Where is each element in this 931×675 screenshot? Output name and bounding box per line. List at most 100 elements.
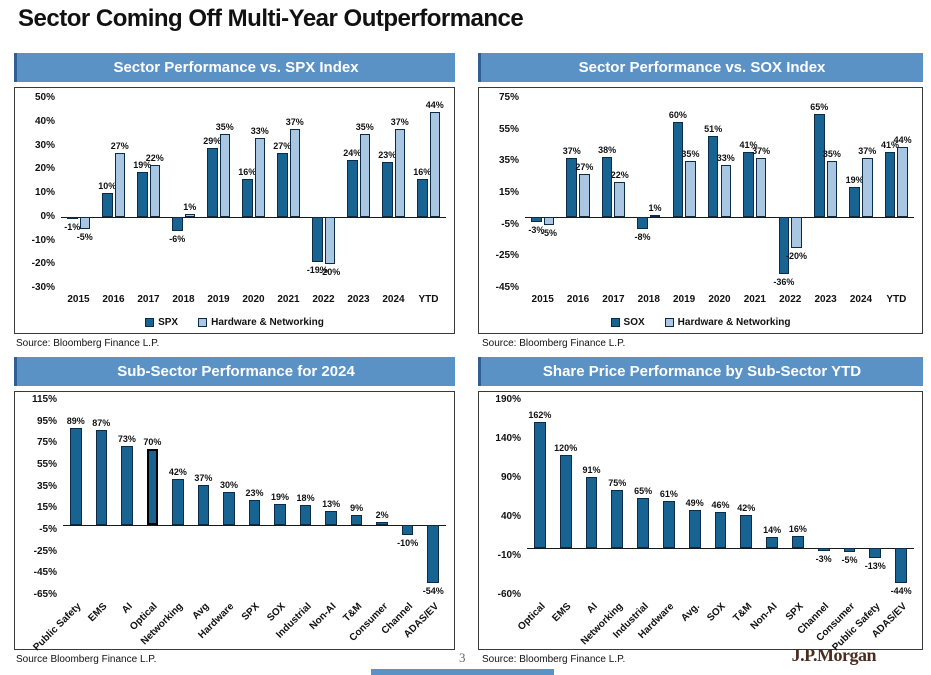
bar-value-label: 1% [648,203,662,214]
bar-value-label: 16% [238,166,257,177]
x-category-label: YTD [418,294,439,305]
bar-Hardware & Networking-2019 [685,161,696,217]
y-axis-tick-label: -10% [31,234,55,246]
bar-Channel [401,524,414,536]
bar-value-label: 44% [893,135,912,146]
x-category-label: 2020 [708,294,731,305]
bar-value-label: 27% [110,140,129,151]
bar-Channel [817,548,830,551]
y-axis-tick-label: -25% [495,250,519,262]
y-axis-tick-label: -60% [497,589,521,600]
chart-sox-source: Source: Bloomberg Finance L.P. [482,338,626,349]
bar-SOX-2017 [601,156,613,217]
bar-value-label: -20% [786,251,808,262]
bar-value-label: 9% [350,502,364,513]
bar-AI [585,477,598,549]
bar-value-label: 13% [322,498,341,509]
bar-value-label: 35% [822,149,841,160]
bar-Public Safety [869,548,882,559]
legend-swatch-icon [610,318,620,327]
bar-value-label: 51% [704,124,723,134]
x-category-label: 2015 [67,294,90,305]
bar-Hardware [663,500,675,549]
bar-value-label: 61% [659,488,678,499]
chart-spx-box: 50% 40% 30% 20% 10% 0% -10% -20% -30% -1% -5% 2015 1… [14,87,455,334]
x-category-label: 2022 [779,294,802,305]
bar-value-label: 24% [343,147,362,158]
bar-value-label: -6% [169,234,186,244]
page-title: Sector Coming Off Multi-Year Outperforma… [18,5,524,32]
bar-value-label: 87% [92,418,111,429]
bar-T&M [350,514,363,525]
y-axis-tick-label: 55% [36,459,57,470]
page-number: 3 [459,650,466,665]
bar-value-label: 19% [845,174,864,185]
chart-spx-source: Source: Bloomberg Finance L.P. [16,338,160,349]
bar-SOX-2015 [531,216,542,222]
bar-value-label: -36% [773,276,795,287]
y-axis-tick-label: 75% [498,92,519,103]
bar-value-label: 35% [215,121,234,132]
bar-SPX-2021 [277,152,288,217]
bar-Hardware & Networking-YTD [429,112,440,217]
y-axis-tick-label: 35% [498,155,519,167]
y-axis-tick-label: 40% [34,115,55,127]
bar-Optical [534,421,546,549]
bar-Non-AI [766,537,778,549]
bar-SPX-2015 [67,216,78,220]
y-axis-tick-label: 95% [36,415,57,427]
bar-SOX-YTD [884,151,896,217]
bar-SPX-2019 [207,147,218,217]
bar-value-label: 18% [296,493,315,504]
chart-subsector-2024-box: 115% 95% 75% 55% 35% 15% -5% -25% -45% -65% 89% Pub… [14,391,455,653]
bar-Hardware & Networking-2022 [791,216,802,249]
bar-value-label: -3% [815,553,832,564]
bar-Hardware & Networking-2023 [359,133,370,217]
chart-subsector-ytd-header: Share Price Performance by Sub-Sector YT… [478,357,923,386]
bar-Hardware & Networking-2019 [219,133,230,217]
y-axis-tick-label: 75% [36,437,57,449]
bar-value-label: 14% [763,525,782,536]
bar-Hardware & Networking-2022 [324,216,335,265]
bar-value-label: -44% [890,585,912,596]
bar-value-label: 42% [737,503,756,514]
chart-sox-plot-area: 75% 55% 35% 15% -5% -25% -45% -3% -5% 2015 37% 27% 2… [496,92,914,305]
bar-EMS [95,430,108,525]
y-axis-tick-label: -45% [33,567,57,579]
bar-value-label: 16% [788,523,807,534]
y-axis-tick-label: 35% [36,480,57,492]
bar-value-label: 75% [608,477,627,488]
bar-value-label: 38% [598,144,617,155]
bar-Industrial [299,505,312,525]
bar-value-label: 37% [390,116,409,127]
chart-spx-plot-area: 50% 40% 30% 20% 10% 0% -10% -20% -30% -1% -5% 2015 1… [32,92,446,305]
x-category-label: 2021 [277,294,300,305]
legend-swatch-icon [145,318,155,327]
bar-Hardware & Networking-2024 [861,158,873,217]
legend-label: SPX [158,317,179,328]
bar-Hardware & Networking-2020 [720,164,732,217]
bar-AI [121,445,133,525]
bar-value-label: 37% [858,146,877,157]
bar-Hardware & Networking-2017 [614,181,625,217]
bar-value-label: -8% [634,232,651,243]
bar-Consumer [376,522,388,525]
y-axis-tick-label: 50% [34,92,55,103]
zero-axis-line [61,216,446,218]
bar-SPX-2018 [172,216,183,231]
legend-item: Hardware & Networking [664,317,790,328]
bar-SPX-2017 [137,171,148,217]
bar-Avg [197,484,210,525]
bar-value-label: 1% [183,202,197,213]
bar-Hardware & Networking-2015 [79,216,90,229]
bar-SPX [248,499,261,525]
x-category-label: 2017 [602,294,625,305]
y-axis-tick-label: -45% [495,282,519,293]
bar-SOX [274,504,286,525]
bar-value-label: 37% [285,116,304,127]
y-axis-tick-label: 90% [500,472,521,483]
y-axis-tick-label: 0% [40,210,55,222]
bar-value-label: 33% [250,126,269,137]
bottom-scrollbar-thumb[interactable] [371,669,554,675]
bar-Hardware & Networking-2017 [149,164,160,217]
